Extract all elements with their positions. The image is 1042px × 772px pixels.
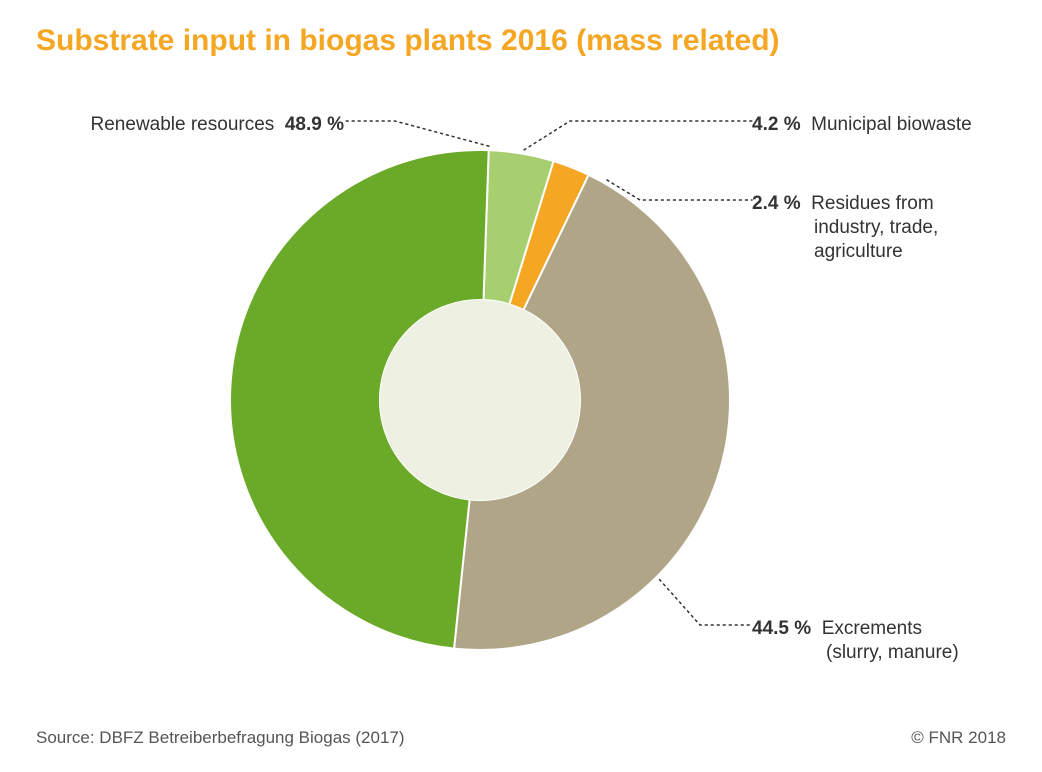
label-residues-line2: industry, trade, (814, 217, 938, 239)
label-excrements-line2: (slurry, manure) (826, 642, 959, 664)
leader-line (660, 580, 752, 625)
label-municipal-biowaste: 4.2 % Municipal biowaste (752, 114, 972, 136)
leader-line (607, 180, 752, 200)
label-renewable-resources: Renewable resources 48.9 % (91, 114, 344, 136)
source-text: Source: DBFZ Betreiberbefragung Biogas (… (36, 728, 405, 748)
label-excrements-line1: 44.5 % Excrements (752, 618, 922, 640)
copyright-text: © FNR 2018 (911, 728, 1006, 748)
label-residues-line3: agriculture (814, 241, 903, 263)
donut-hole (380, 300, 580, 500)
leader-line (524, 121, 752, 150)
leader-line (344, 121, 489, 146)
label-residues-line1: 2.4 % Residues from (752, 193, 934, 215)
